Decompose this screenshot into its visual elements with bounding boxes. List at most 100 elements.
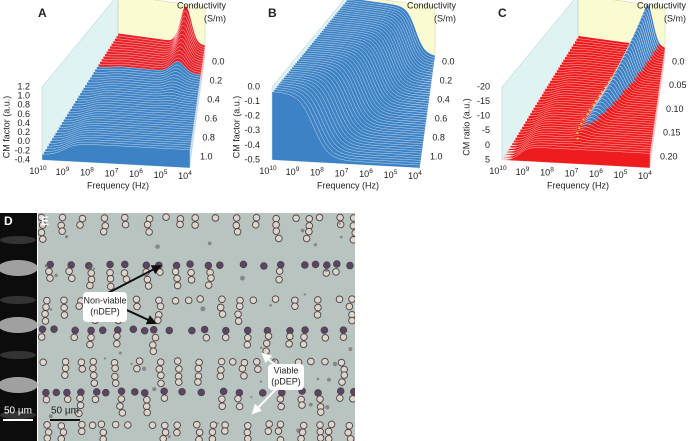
tick-exp: 10 bbox=[39, 165, 47, 172]
tick-base: 10 bbox=[105, 169, 115, 179]
tick-base: 10 bbox=[29, 166, 39, 176]
x-tick-label: 106 bbox=[129, 168, 143, 180]
cell bbox=[305, 215, 314, 223]
cell bbox=[186, 260, 194, 268]
cell bbox=[234, 394, 242, 403]
cell bbox=[217, 366, 225, 374]
y-tick-label: -20 bbox=[477, 81, 490, 91]
cell bbox=[276, 261, 285, 269]
x-tick-label: 104 bbox=[408, 170, 422, 182]
cell bbox=[321, 357, 329, 366]
panel-label: A bbox=[38, 6, 47, 20]
tick-exp: 4 bbox=[648, 170, 652, 177]
tick-base: 10 bbox=[565, 169, 575, 179]
cell bbox=[244, 333, 252, 342]
cell bbox=[75, 409, 83, 418]
cell bbox=[217, 357, 226, 366]
z-tick-label: 0.2 bbox=[210, 75, 223, 85]
x-axis-label: Frequency (Hz) bbox=[317, 180, 379, 190]
debris bbox=[303, 293, 306, 296]
cell bbox=[173, 274, 181, 283]
cell bbox=[218, 310, 227, 318]
ridge-strip bbox=[581, 126, 589, 128]
cell bbox=[275, 234, 283, 243]
cell bbox=[193, 420, 201, 429]
tick-base: 10 bbox=[259, 166, 269, 176]
tick-exp: 9 bbox=[66, 166, 70, 173]
z-tick-label: 0.8 bbox=[432, 132, 445, 142]
cell bbox=[98, 326, 107, 335]
cell bbox=[351, 229, 355, 237]
z-axis-unit: (S/m) bbox=[664, 13, 686, 23]
y-tick-label: -0.4 bbox=[14, 154, 30, 164]
debris bbox=[130, 362, 133, 366]
debris bbox=[49, 308, 53, 311]
cells bbox=[38, 213, 355, 441]
debris bbox=[260, 346, 263, 350]
cell bbox=[188, 326, 196, 335]
cell bbox=[60, 304, 68, 312]
cell bbox=[316, 421, 324, 429]
cell bbox=[337, 358, 346, 367]
cell bbox=[314, 303, 322, 312]
z-tick-label: 1.0 bbox=[200, 151, 213, 161]
cell bbox=[61, 364, 70, 373]
debris bbox=[200, 306, 206, 312]
cell bbox=[278, 389, 286, 397]
cell bbox=[42, 395, 51, 404]
cell bbox=[243, 340, 252, 349]
y-axis-label: CM ratio (a.u.) bbox=[461, 98, 471, 156]
tick-base: 10 bbox=[384, 170, 394, 180]
cell bbox=[332, 268, 340, 276]
scale-label: 50 µm bbox=[4, 406, 32, 417]
cell bbox=[124, 421, 132, 429]
cell bbox=[111, 379, 120, 387]
cell bbox=[271, 295, 280, 303]
tick-exp: 10 bbox=[499, 165, 507, 172]
x-tick-label: 104 bbox=[178, 170, 192, 182]
cell bbox=[235, 402, 244, 411]
fluor-dim bbox=[0, 351, 36, 359]
cell bbox=[274, 427, 283, 435]
debris bbox=[118, 351, 122, 355]
z-tick-label: 0.0 bbox=[672, 56, 685, 66]
cell bbox=[243, 428, 252, 437]
debris bbox=[103, 357, 107, 360]
cell bbox=[39, 358, 47, 367]
x-tick-label: 105 bbox=[154, 169, 168, 181]
y-tick-label: -5 bbox=[482, 125, 490, 135]
x-tick-label: 107 bbox=[105, 167, 119, 179]
cell bbox=[286, 332, 294, 341]
cell bbox=[272, 227, 281, 235]
debris bbox=[316, 377, 320, 381]
cell bbox=[111, 364, 119, 372]
cell bbox=[61, 357, 70, 366]
y-tick-label: 0.0 bbox=[247, 81, 260, 91]
cell bbox=[46, 274, 54, 282]
cell bbox=[348, 316, 355, 325]
debris bbox=[207, 241, 212, 246]
cell bbox=[301, 326, 309, 334]
cell bbox=[194, 378, 202, 386]
debris bbox=[64, 235, 69, 239]
z-tick-label: 0.0 bbox=[442, 56, 455, 66]
x-tick-label: 109 bbox=[516, 166, 530, 178]
cell bbox=[235, 302, 244, 310]
cell bbox=[43, 296, 51, 305]
cell bbox=[106, 274, 115, 283]
x-axis-label: Frequency (Hz) bbox=[87, 180, 149, 190]
cell bbox=[161, 428, 170, 437]
cell bbox=[327, 420, 336, 429]
cell bbox=[140, 326, 149, 335]
tick-exp: 9 bbox=[296, 166, 300, 173]
cell bbox=[63, 395, 72, 404]
cell bbox=[187, 276, 196, 284]
cell bbox=[142, 402, 151, 411]
cell bbox=[111, 420, 120, 429]
x-tick-label: 104 bbox=[638, 170, 652, 182]
cell bbox=[238, 364, 247, 373]
cell bbox=[339, 326, 348, 334]
ridge-edge bbox=[586, 113, 589, 116]
cell bbox=[253, 357, 261, 366]
